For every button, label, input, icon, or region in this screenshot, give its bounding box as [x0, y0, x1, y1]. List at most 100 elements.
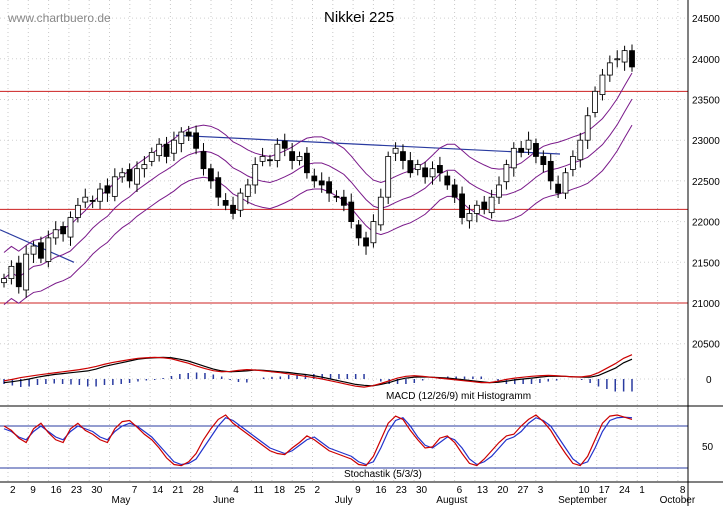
x-tick-label: 3: [538, 485, 544, 496]
candle-body: [230, 204, 236, 214]
x-tick-label: 21: [172, 485, 184, 496]
x-tick-label: 2: [10, 485, 16, 496]
x-tick-label: 23: [71, 485, 83, 496]
x-tick-label: 28: [193, 485, 205, 496]
candle-body: [281, 140, 288, 149]
candle-body: [296, 156, 303, 161]
candle-body: [422, 167, 429, 178]
candle-body: [481, 201, 488, 210]
trendlines: [0, 134, 561, 263]
candle-body: [244, 184, 251, 197]
candle-body: [525, 139, 532, 150]
x-tick-label: 30: [91, 485, 103, 496]
candle-body: [614, 58, 621, 61]
candle-body: [340, 196, 347, 206]
macd-line: [3, 356, 633, 387]
candle-body: [370, 221, 377, 244]
x-tick-label: 16: [51, 485, 63, 496]
candle-body: [156, 143, 163, 157]
candle-body: [45, 237, 52, 262]
candle-body: [97, 188, 103, 202]
stoch-50-label: 50: [702, 442, 714, 453]
y-tick-label: 21500: [692, 258, 720, 269]
candle-body: [533, 143, 539, 157]
x-tick-label: 20: [497, 485, 509, 496]
candle-body: [82, 196, 89, 203]
candle-body: [407, 160, 414, 174]
x-tick-label: 24: [619, 485, 631, 496]
x-tick-label: 23: [396, 485, 408, 496]
candle-body: [126, 169, 133, 182]
candle-body: [259, 156, 266, 162]
candle-body: [119, 172, 126, 178]
candle-body: [289, 151, 296, 161]
candle-body: [178, 131, 185, 144]
x-tick-label: 7: [132, 485, 138, 496]
candle-body: [274, 143, 281, 161]
candle-body: [355, 224, 362, 239]
x-tick-label: 10: [578, 485, 590, 496]
stoch-k-line: [3, 416, 633, 466]
candle-body: [148, 151, 155, 162]
candle-body: [488, 196, 495, 214]
candle-body: [23, 253, 30, 291]
candle-body: [348, 201, 355, 222]
candle-body: [569, 156, 576, 170]
x-tick-label: 13: [477, 485, 489, 496]
x-tick-label: 8: [680, 485, 686, 496]
candle-body: [326, 181, 332, 194]
x-tick-label: 4: [233, 485, 239, 496]
y-tick-label: 23500: [692, 95, 720, 106]
candle-body: [377, 196, 384, 226]
candle-body: [459, 193, 465, 218]
candle-body: [237, 192, 244, 211]
candle-body: [67, 217, 74, 238]
candle-body: [584, 115, 591, 141]
candle-body: [304, 152, 310, 174]
x-tick-label: 1: [639, 485, 645, 496]
candle-body: [547, 160, 554, 182]
x-tick-label: 25: [294, 485, 306, 496]
stochastic-label: Stochastik (5/3/3): [344, 469, 422, 480]
candle-body: [599, 74, 606, 95]
y-tick-label: 22000: [692, 218, 720, 229]
macd-zero-label: 0: [706, 375, 712, 386]
candle-body: [74, 204, 81, 218]
x-tick-label: 16: [375, 485, 387, 496]
x-tick-label: October: [660, 495, 696, 506]
candle-body: [318, 180, 325, 186]
y-tick-label: 22500: [692, 177, 720, 188]
candle-body: [222, 200, 229, 206]
candle-body: [15, 262, 22, 288]
candle-body: [200, 151, 207, 170]
candle-body: [606, 62, 613, 76]
x-tick-label: 27: [518, 485, 530, 496]
y-tick-label: 20500: [692, 340, 720, 351]
x-tick-label: 11: [254, 485, 265, 496]
candle-body: [444, 175, 451, 186]
candle-body: [60, 226, 67, 235]
candle-body: [38, 242, 44, 259]
x-tick-label: 6: [457, 485, 463, 496]
candle-body: [437, 165, 443, 174]
candle-body: [414, 164, 421, 170]
candle-body: [111, 176, 118, 197]
candle-body: [193, 132, 199, 149]
candle-body: [311, 175, 318, 182]
candle-body: [392, 147, 399, 154]
candle-body: [429, 168, 436, 178]
candle-body: [451, 184, 458, 198]
candle-body: [621, 50, 628, 63]
x-tick-label: 9: [30, 485, 36, 496]
y-tick-label: 21000: [692, 299, 720, 310]
candlesticks: [1, 44, 635, 298]
candle-body: [466, 213, 473, 222]
candle-body: [503, 164, 510, 183]
candle-body: [333, 195, 340, 198]
candle-body: [89, 200, 96, 202]
candle-body: [629, 50, 635, 68]
bollinger-lower: [3, 124, 633, 306]
